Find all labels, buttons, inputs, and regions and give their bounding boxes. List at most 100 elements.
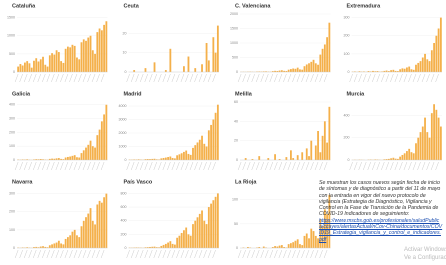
x-axis-hatch <box>403 73 408 83</box>
bar <box>21 247 24 248</box>
bar <box>94 147 96 160</box>
bar <box>173 158 176 160</box>
bar <box>194 220 197 248</box>
bar <box>164 157 167 160</box>
bar <box>323 121 326 160</box>
x-axis-hatch <box>358 161 362 171</box>
bar <box>192 224 194 248</box>
y-tick-label: 0 <box>13 158 15 162</box>
bar <box>394 158 397 160</box>
x-axis-hatch <box>28 161 32 171</box>
bar <box>417 62 420 72</box>
x-axis-hatch <box>296 161 301 171</box>
bar <box>37 61 40 72</box>
bar <box>401 154 404 160</box>
bar <box>367 71 370 72</box>
bar <box>205 146 208 160</box>
x-axis-hatch <box>73 249 78 259</box>
x-axis-hatch <box>198 249 203 259</box>
bar <box>69 235 72 248</box>
bar <box>21 65 24 72</box>
bar <box>187 56 190 72</box>
x-axis-hatch <box>149 249 153 259</box>
x-axis-hatch <box>412 161 417 171</box>
x-axis-hatch <box>269 249 274 259</box>
x-axis-hatch <box>69 73 73 83</box>
x-axis-hatch <box>167 73 171 83</box>
x-axis-hatch <box>323 161 328 171</box>
bar <box>287 69 290 72</box>
bar <box>100 30 103 72</box>
bar <box>205 43 208 72</box>
bar <box>301 245 304 248</box>
bar <box>153 158 156 160</box>
bar <box>178 154 181 160</box>
bar <box>439 126 442 160</box>
y-tick-label: 50 <box>234 222 238 226</box>
x-axis-hatch <box>274 73 278 83</box>
panel: Navarra 0 100 200 300 <box>9 179 108 259</box>
bar <box>403 68 406 72</box>
bar <box>64 48 67 72</box>
bar <box>171 243 174 248</box>
x-axis-hatch <box>310 249 314 259</box>
x-axis-hatch <box>14 161 19 171</box>
x-axis-hatch <box>194 249 198 259</box>
bar <box>62 62 65 72</box>
bar <box>285 70 288 72</box>
bar <box>312 231 315 248</box>
bar <box>133 159 136 160</box>
x-axis-hatch <box>126 73 130 83</box>
y-tick-label: 1000 <box>7 34 15 38</box>
x-axis-hatch <box>367 161 371 171</box>
y-tick-label: 100 <box>344 52 350 56</box>
bar <box>424 117 426 160</box>
x-axis-hatch <box>153 161 158 171</box>
bar <box>437 28 440 72</box>
bar <box>73 155 76 160</box>
bar <box>214 52 217 72</box>
x-axis-hatch <box>60 161 64 171</box>
bar <box>53 243 56 248</box>
x-axis-hatch <box>185 73 189 83</box>
x-axis-hatch <box>19 73 23 83</box>
bar <box>171 157 174 160</box>
panel: Madrid 0 1000 2000 3000 4000 <box>119 91 219 171</box>
x-axis-hatch <box>91 249 96 259</box>
bar <box>57 158 60 160</box>
bar <box>149 246 151 248</box>
bar <box>26 159 29 160</box>
x-axis-hatch <box>96 249 100 259</box>
x-axis-hatch <box>144 161 148 171</box>
bar <box>303 66 306 72</box>
bar <box>76 235 78 248</box>
bar <box>278 70 281 72</box>
x-axis-hatch <box>87 73 91 83</box>
bar <box>26 61 29 72</box>
x-axis-hatch <box>207 161 212 171</box>
x-axis-hatch <box>426 161 430 171</box>
x-axis-hatch <box>189 249 194 259</box>
bar <box>169 48 172 72</box>
x-axis-hatch <box>126 161 130 171</box>
bar <box>94 224 96 248</box>
x-axis-hatch <box>349 161 353 171</box>
y-tick-label: 3000 <box>119 117 127 121</box>
x-axis-hatch <box>96 73 100 83</box>
panel: Melilla 0 20 40 60 <box>234 91 331 171</box>
bar <box>412 153 415 160</box>
bar <box>328 106 331 160</box>
x-axis-hatch <box>278 161 283 171</box>
bar <box>214 196 217 248</box>
x-axis-hatch <box>171 73 176 83</box>
note-link[interactable]: https://www.mscbs.gob.es/profesionales/s… <box>319 217 443 243</box>
bar <box>21 159 24 160</box>
x-axis-hatch <box>198 73 203 83</box>
bar <box>321 135 324 160</box>
x-axis-hatch <box>246 249 251 259</box>
x-axis-hatch <box>149 161 153 171</box>
bar <box>374 159 377 160</box>
bar <box>308 238 310 248</box>
x-axis-hatch <box>367 73 371 83</box>
